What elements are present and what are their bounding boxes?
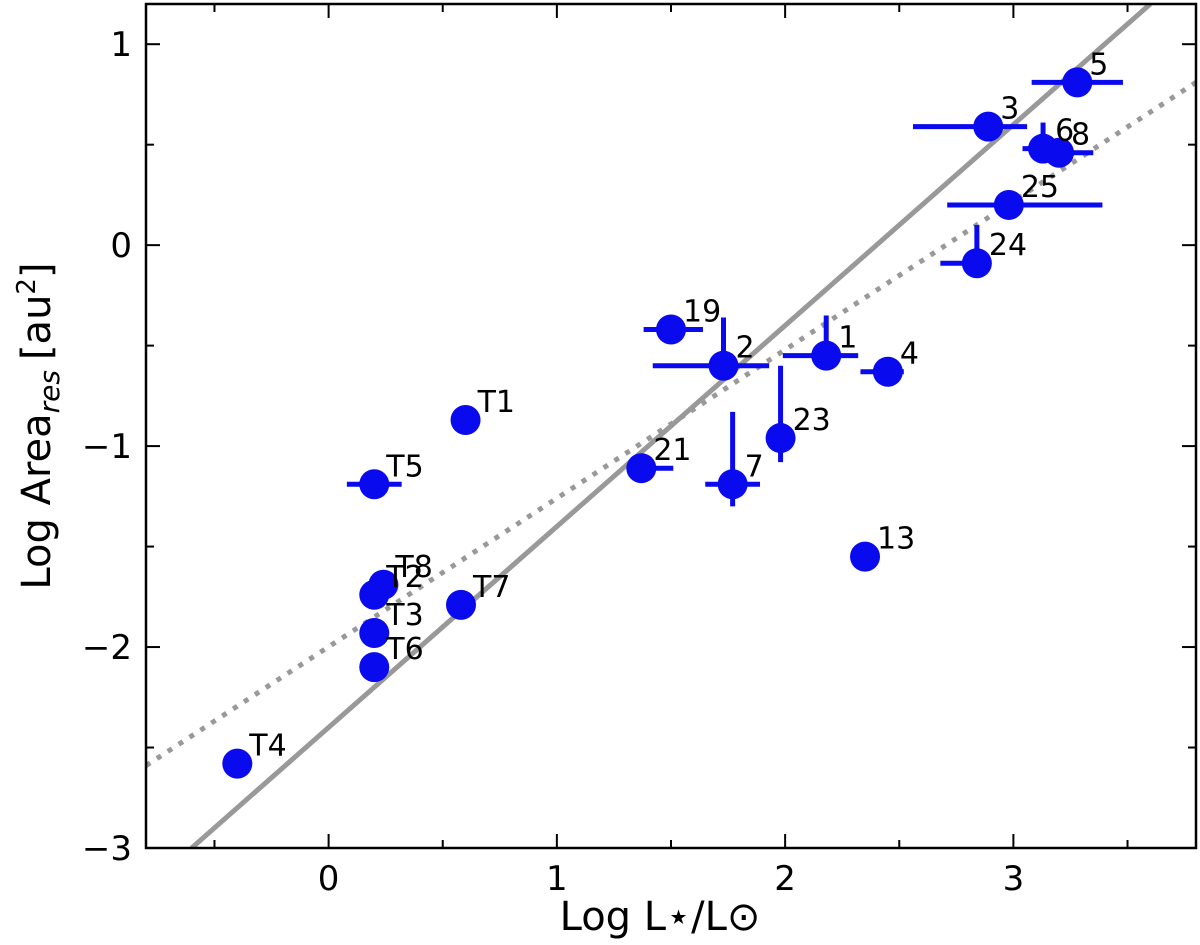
point-label: 24 — [989, 228, 1027, 263]
data-point — [359, 469, 390, 500]
y-tick-label: −3 — [82, 829, 132, 869]
y-axis-title-main: Log Area — [14, 413, 60, 589]
point-label: 13 — [877, 522, 915, 557]
data-point — [993, 189, 1024, 220]
y-tick-label: 1 — [110, 25, 132, 65]
y-axis-title: Log Areares [au2] — [12, 262, 66, 589]
data-point — [850, 541, 881, 572]
point-label: 3 — [1000, 92, 1019, 127]
point-label: 4 — [900, 337, 919, 372]
y-axis-title-unit-superscript: 2 — [12, 278, 42, 295]
point-label: T4 — [248, 729, 286, 764]
data-point — [450, 404, 481, 435]
error-bars — [346, 79, 1123, 507]
y-axis-title-unit: [au — [14, 295, 60, 360]
data-point — [626, 453, 657, 484]
point-label: T1 — [477, 385, 515, 420]
data-point — [359, 617, 390, 648]
point-label: T8 — [394, 550, 432, 585]
data-point — [359, 579, 390, 610]
data-point — [359, 652, 390, 683]
data-point — [872, 356, 903, 387]
point-label: 21 — [653, 433, 691, 468]
point-label: 23 — [793, 403, 831, 438]
data-point — [765, 423, 796, 454]
data-points — [222, 67, 1093, 779]
y-axis-title-subscript: res — [33, 370, 66, 413]
point-label: 5 — [1089, 47, 1108, 82]
y-axis-title-unit-close: ] — [14, 262, 60, 278]
y-tick-label: 0 — [110, 226, 132, 266]
point-label: T7 — [472, 570, 510, 605]
point-label: 2 — [736, 331, 755, 366]
point-label: 19 — [683, 295, 721, 330]
fit-lines — [146, 4, 1196, 848]
y-tick-label: −2 — [82, 628, 132, 668]
point-label: 25 — [1021, 170, 1059, 205]
point-label: T5 — [385, 449, 423, 484]
point-label: 8 — [1071, 118, 1090, 153]
data-point — [708, 350, 739, 381]
x-tick-label: 3 — [1003, 859, 1025, 899]
data-point — [717, 469, 748, 500]
plot-frame — [144, 2, 1198, 850]
data-point — [222, 748, 253, 779]
x-tick-label: 1 — [546, 859, 568, 899]
point-label: T6 — [385, 632, 423, 667]
data-point — [961, 248, 992, 279]
point-label: 1 — [838, 321, 857, 356]
point-label: 6 — [1055, 114, 1074, 149]
x-tick-label: 2 — [774, 859, 796, 899]
data-point — [1062, 67, 1093, 98]
data-point — [1044, 137, 1075, 168]
point-label: T3 — [385, 598, 423, 633]
axis-ticks: 0 1 2 310−1−2−3 — [82, 4, 1196, 899]
x-tick-label: 0 — [318, 859, 340, 899]
x-axis-title: Log L⋆/L⊙ — [560, 894, 761, 940]
data-point — [656, 314, 686, 345]
point-label: 7 — [745, 449, 764, 484]
data-point — [811, 340, 842, 371]
point-label: T2 — [385, 560, 423, 595]
data-point — [446, 589, 476, 620]
data-point — [973, 111, 1004, 142]
y-tick-label: −1 — [82, 427, 132, 467]
